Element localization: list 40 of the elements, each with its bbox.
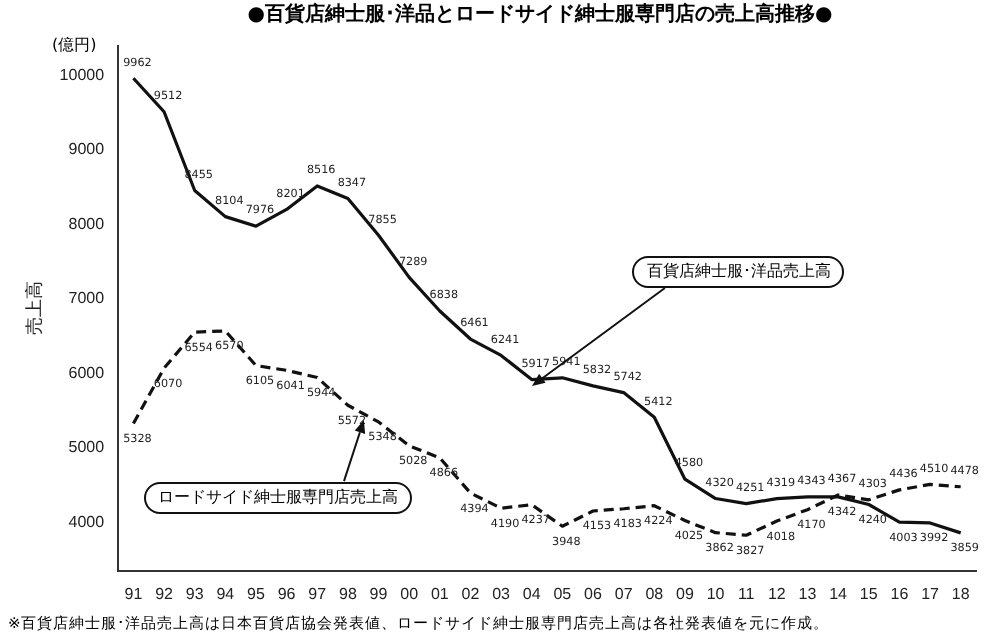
chart-title: ●百貨店紳士服･洋品とロードサイド紳士服専門店の売上高推移● [245,0,835,30]
x-tick-label: 07 [614,584,634,603]
x-tick-label: 01 [430,584,450,603]
text: ロードサイド紳士服専門店売上高 [143,481,412,514]
x-tick-label: 17 [921,584,941,603]
x-tick-label: 15 [859,584,879,603]
x-tick-label: 06 [584,584,603,603]
x-tick-label: 09 [676,584,695,603]
x-tick-label: 14 [829,584,849,603]
x-tick-label: 08 [645,584,665,603]
x-tick-label: 18 [951,584,971,603]
x-tick-label: 10 [706,584,726,603]
x-tick-label: 02 [461,584,481,603]
x-tick-label: 95 [247,584,266,603]
y-tick-label: 8000 [68,214,106,233]
x-tick-label: 13 [798,584,818,603]
y-tick-label: 5000 [68,438,106,457]
x-tick-label: 05 [553,584,573,603]
x-tick-label: 93 [185,584,205,603]
x-tick-label: 11 [737,584,756,603]
x-tick-label: 94 [216,584,236,603]
x-tick-label: 00 [400,584,420,603]
y-axis-title: 売上高 [23,281,44,336]
x-tick-label: 99 [369,584,389,603]
x-tick-label: 98 [338,584,358,603]
x-tick-label: 91 [124,584,144,603]
x-tick-label: 96 [277,584,297,603]
x-tick-label: 92 [155,584,175,603]
text: 百貨店紳士服･洋品売上高 [632,255,845,288]
x-tick-label: 04 [522,584,542,603]
x-tick-label: 16 [890,584,910,603]
y-tick-label: 10000 [59,65,106,84]
y-tick-label: 6000 [68,363,106,382]
x-tick-label: 03 [492,584,512,603]
y-tick-label: 4000 [68,512,106,531]
y-tick-label: 9000 [68,140,106,159]
x-tick-label: 97 [308,584,328,603]
text: (億円) [52,34,97,56]
y-tick-label: 7000 [68,289,106,308]
x-tick-label: 12 [767,584,787,603]
